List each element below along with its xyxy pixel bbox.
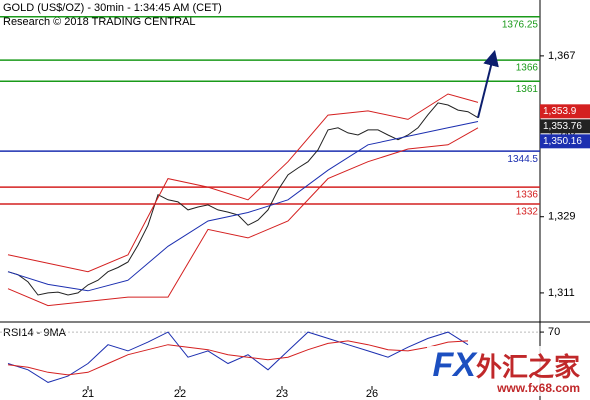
y-tick-label: 1,367 [548, 50, 576, 62]
series-line [7, 127, 479, 307]
rsi-title: RSI14 - 9MA [3, 327, 67, 339]
level-label: 1376.25 [502, 19, 539, 30]
level-label: 1366 [516, 63, 539, 74]
chart-title: GOLD (US$/OZ) - 30min - 1:34:45 AM (CET) [3, 2, 222, 14]
price-tag [540, 119, 590, 134]
price-tag-label: 1,353.9 [543, 106, 577, 117]
y-tick-label: 1,311 [548, 287, 575, 299]
chart-subtitle: Research © 2018 TRADING CENTRAL [3, 16, 196, 28]
series-line [7, 340, 469, 376]
series-line [7, 102, 479, 296]
wm-name: 外汇之家 [475, 352, 580, 382]
x-tick-label: 26 [366, 388, 378, 400]
series-line [7, 121, 479, 292]
projection-arrow [477, 49, 499, 118]
y-tick-label: 70 [548, 326, 560, 338]
y-tick-label: 1,329 [548, 211, 576, 223]
level-label: 1344.5 [507, 154, 538, 165]
wm-brand: FX [432, 346, 476, 384]
level-label: 1332 [516, 207, 539, 218]
price-tag-label: 1,350.16 [543, 136, 582, 147]
series-line [7, 331, 469, 383]
x-tick-label: 22 [174, 388, 186, 400]
x-tick-label: 21 [82, 388, 94, 400]
x-tick-label: 23 [276, 388, 288, 400]
watermark: FX外汇之家 www.fx68.com [426, 346, 586, 396]
level-label: 1336 [516, 190, 539, 201]
price-tag [540, 104, 590, 119]
level-label: 1361 [516, 84, 539, 95]
price-tag [540, 134, 590, 149]
price-tag-label: 1,353.76 [543, 121, 582, 132]
wm-url: www.fx68.com [497, 381, 580, 395]
series-line [7, 93, 479, 273]
